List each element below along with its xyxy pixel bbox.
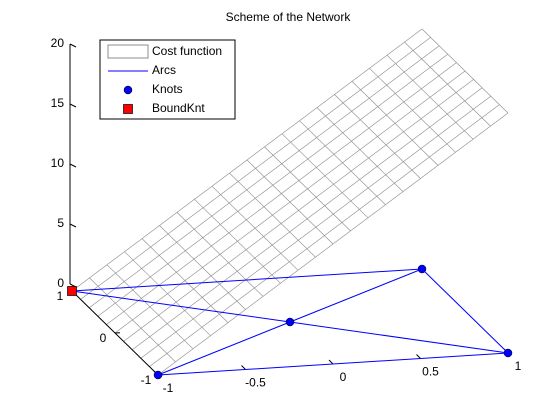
arc	[71, 268, 423, 292]
knot	[153, 370, 163, 380]
legend-bound-knot	[123, 104, 133, 114]
chart-title: Scheme of the Network	[226, 10, 352, 24]
x-tick	[328, 359, 334, 365]
y-tick-label: -1	[141, 373, 152, 387]
x-tick-label: 1	[515, 359, 522, 373]
arc	[421, 268, 509, 354]
legend-label: Knots	[152, 82, 183, 96]
arc	[289, 321, 509, 354]
knot	[285, 317, 295, 327]
surface-line	[114, 70, 466, 334]
x-tick	[241, 365, 246, 370]
z-tick-label: 5	[57, 216, 64, 230]
surface-line	[80, 37, 431, 300]
z-tick	[69, 43, 77, 48]
surface-line	[106, 62, 457, 325]
y-tick-label: 0	[100, 331, 107, 345]
z-tick-label: 15	[51, 96, 65, 110]
legend-label: Arcs	[152, 63, 176, 77]
bound-knot	[67, 286, 77, 296]
arc	[289, 268, 423, 323]
y-tick-label: 1	[57, 289, 64, 303]
arc	[71, 290, 291, 323]
legend-surface	[107, 44, 149, 59]
z-tick-label: 10	[51, 156, 65, 170]
surface-line	[71, 28, 423, 292]
z-tick	[69, 223, 77, 228]
z-tick	[69, 163, 77, 168]
surface-line	[149, 104, 500, 367]
legend-label: BoundKnt	[152, 101, 205, 115]
knot	[417, 264, 427, 274]
legend-label: Cost function	[152, 44, 222, 58]
z-tick-label: 0	[57, 276, 64, 290]
z-tick-label: 20	[51, 36, 65, 50]
surface-line	[123, 79, 474, 342]
x-tick	[416, 354, 421, 359]
x-tick-label: 0.5	[422, 365, 439, 379]
legend-knot	[123, 85, 133, 95]
x-tick-label: -1	[163, 381, 174, 395]
surface-line	[89, 45, 440, 309]
surface-line	[132, 87, 483, 351]
legend: Cost function Arcs Knots BoundKnt	[99, 39, 236, 120]
x-tick-label: -0.5	[245, 376, 266, 390]
knot	[503, 348, 513, 358]
x-tick-label: 0	[340, 370, 347, 384]
arc	[157, 321, 291, 376]
surface-line	[97, 53, 448, 317]
z-tick	[69, 103, 77, 108]
surface-line	[140, 95, 491, 359]
surface-line	[157, 112, 509, 376]
arc	[157, 352, 509, 376]
